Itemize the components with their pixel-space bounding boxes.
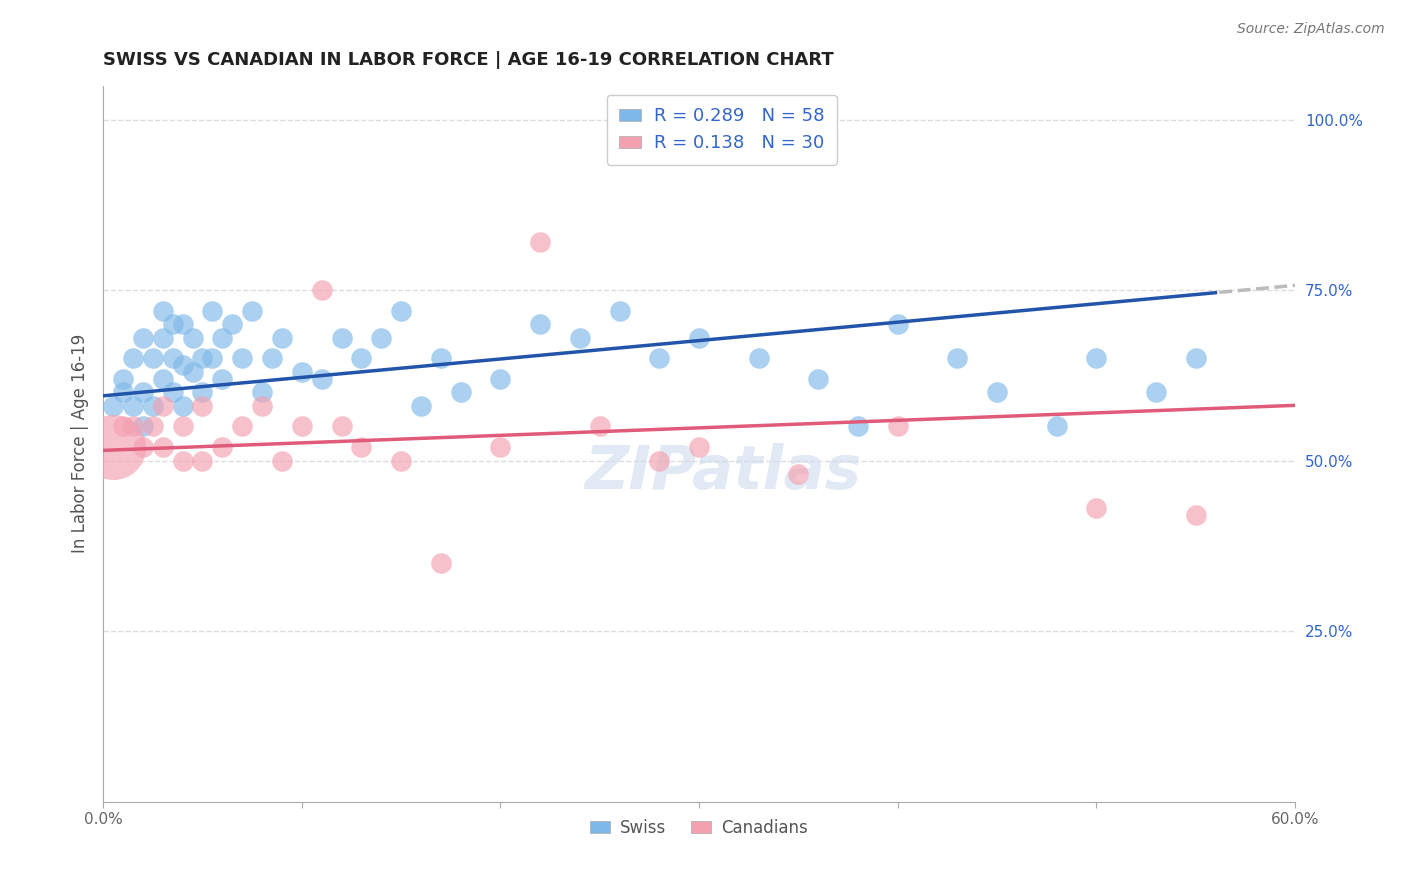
Legend: Swiss, Canadians: Swiss, Canadians [583, 812, 815, 843]
Point [250, 385, 273, 400]
Text: ZIPatlas: ZIPatlas [585, 442, 862, 501]
Point [648, 351, 671, 366]
Point [122, 351, 145, 366]
Point [350, 440, 373, 454]
Point [152, 303, 174, 318]
Point [172, 358, 194, 372]
Point [986, 385, 1008, 400]
Point [409, 399, 432, 413]
Text: Source: ZipAtlas.com: Source: ZipAtlas.com [1237, 22, 1385, 37]
Point [589, 419, 612, 434]
Point [260, 351, 283, 366]
Point [191, 399, 214, 413]
Point [211, 331, 233, 345]
Point [162, 385, 184, 400]
Point [887, 317, 910, 331]
Point [111, 419, 134, 434]
Text: SWISS VS CANADIAN IN LABOR FORCE | AGE 16-19 CORRELATION CHART: SWISS VS CANADIAN IN LABOR FORCE | AGE 1… [103, 51, 834, 69]
Point [748, 351, 770, 366]
Point [122, 419, 145, 434]
Point [271, 331, 294, 345]
Point [142, 399, 165, 413]
Point [389, 453, 412, 467]
Point [311, 372, 333, 386]
Point [648, 453, 671, 467]
Point [132, 331, 155, 345]
Point [132, 440, 155, 454]
Point [152, 331, 174, 345]
Point [807, 372, 830, 386]
Point [489, 440, 512, 454]
Point [132, 385, 155, 400]
Point [887, 419, 910, 434]
Point [1085, 501, 1108, 516]
Point [191, 351, 214, 366]
Point [529, 235, 551, 250]
Point [350, 351, 373, 366]
Point [688, 440, 710, 454]
Point [787, 467, 810, 482]
Point [250, 399, 273, 413]
Point [846, 419, 869, 434]
Point [311, 283, 333, 297]
Y-axis label: In Labor Force | Age 16-19: In Labor Force | Age 16-19 [72, 334, 89, 553]
Point [181, 331, 204, 345]
Point [152, 399, 174, 413]
Point [152, 440, 174, 454]
Point [211, 372, 233, 386]
Point [291, 419, 314, 434]
Point [1144, 385, 1167, 400]
Point [291, 365, 314, 379]
Point [162, 317, 184, 331]
Point [450, 385, 472, 400]
Point [191, 385, 214, 400]
Point [211, 440, 233, 454]
Point [172, 453, 194, 467]
Point [162, 351, 184, 366]
Point [191, 453, 214, 467]
Point [1185, 351, 1208, 366]
Point [142, 351, 165, 366]
Point [568, 331, 591, 345]
Point [132, 419, 155, 434]
Point [172, 419, 194, 434]
Point [101, 399, 124, 413]
Point [370, 331, 392, 345]
Point [142, 419, 165, 434]
Point [172, 399, 194, 413]
Point [152, 372, 174, 386]
Point [221, 317, 243, 331]
Point [181, 365, 204, 379]
Point [489, 372, 512, 386]
Point [271, 453, 294, 467]
Point [1185, 508, 1208, 523]
Point [122, 399, 145, 413]
Point [946, 351, 969, 366]
Point [231, 419, 253, 434]
Point [101, 440, 124, 454]
Point [389, 303, 412, 318]
Point [172, 317, 194, 331]
Point [330, 419, 353, 434]
Point [111, 385, 134, 400]
Point [231, 351, 253, 366]
Point [201, 351, 224, 366]
Point [111, 372, 134, 386]
Point [240, 303, 263, 318]
Point [330, 331, 353, 345]
Point [201, 303, 224, 318]
Point [688, 331, 710, 345]
Point [609, 303, 631, 318]
Point [1046, 419, 1069, 434]
Point [529, 317, 551, 331]
Point [430, 556, 453, 570]
Point [430, 351, 453, 366]
Point [1085, 351, 1108, 366]
